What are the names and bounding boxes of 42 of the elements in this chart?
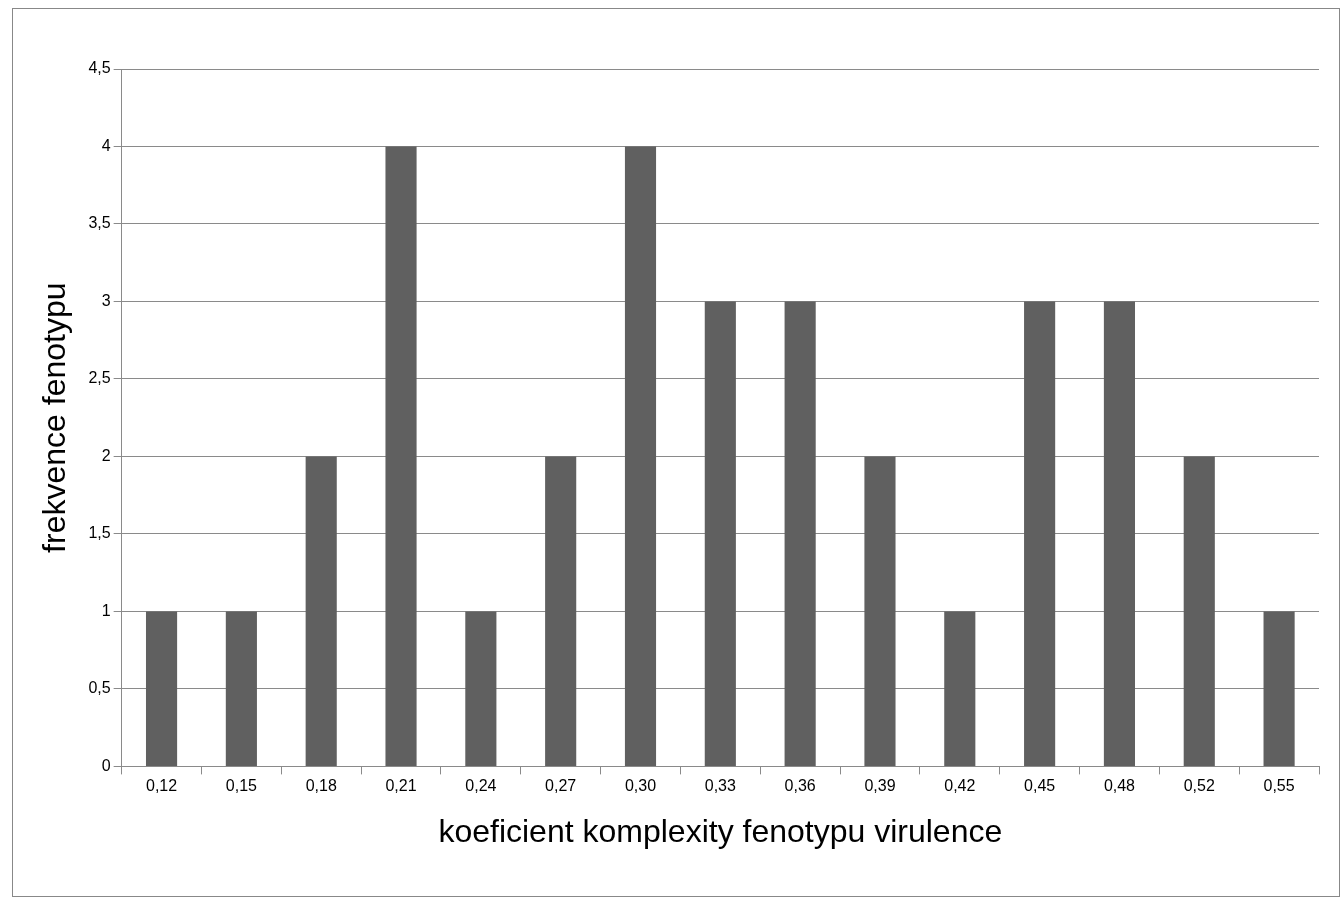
x-tick-label: 0,27 bbox=[545, 777, 577, 795]
y-tick-label: 0 bbox=[101, 756, 111, 774]
y-tick-label: 4,5 bbox=[88, 59, 111, 77]
bar bbox=[1263, 611, 1295, 766]
y-tick-label: 3 bbox=[101, 291, 111, 309]
bar bbox=[784, 301, 816, 766]
x-tick-label: 0,12 bbox=[145, 777, 178, 795]
x-tick-label: 0,33 bbox=[704, 777, 736, 795]
y-tick-label: 2,5 bbox=[88, 369, 111, 387]
bar bbox=[1103, 301, 1136, 766]
x-tick-label: 0,36 bbox=[784, 777, 816, 795]
x-tick-label: 0,18 bbox=[305, 777, 337, 795]
bar bbox=[465, 611, 497, 766]
bar bbox=[385, 146, 417, 766]
x-tick-label: 0,39 bbox=[864, 777, 896, 795]
x-tick-label: 0,15 bbox=[225, 777, 258, 795]
y-tick-label: 4 bbox=[101, 136, 111, 154]
bar bbox=[864, 456, 896, 766]
y-tick-label: 0,5 bbox=[88, 679, 111, 697]
y-tick-label: 1 bbox=[101, 601, 111, 619]
x-tick-label: 0,48 bbox=[1103, 777, 1136, 795]
x-axis-title: koeficient komplexity fenotypu virulence bbox=[438, 812, 1003, 849]
y-tick-label: 1,5 bbox=[88, 524, 111, 542]
bar bbox=[225, 611, 257, 766]
x-tick-label: 0,52 bbox=[1183, 777, 1215, 795]
x-tick-label: 0,30 bbox=[624, 777, 657, 795]
x-tick-label: 0,21 bbox=[385, 777, 417, 795]
bar bbox=[145, 611, 178, 766]
y-tick-label: 2 bbox=[101, 446, 111, 464]
bar bbox=[545, 456, 577, 766]
bar bbox=[944, 611, 976, 766]
y-tick-label: 3,5 bbox=[88, 214, 111, 232]
bar bbox=[624, 146, 657, 766]
bar bbox=[305, 456, 337, 766]
bar bbox=[704, 301, 736, 766]
x-tick-label: 0,24 bbox=[465, 777, 497, 795]
x-tick-label: 0,42 bbox=[944, 777, 976, 795]
x-tick-label: 0,45 bbox=[1024, 777, 1056, 795]
bar bbox=[1024, 301, 1056, 766]
bar bbox=[1183, 456, 1215, 766]
y-axis-title: frekvence fenotypu bbox=[36, 282, 73, 553]
x-tick-label: 0,55 bbox=[1263, 777, 1295, 795]
